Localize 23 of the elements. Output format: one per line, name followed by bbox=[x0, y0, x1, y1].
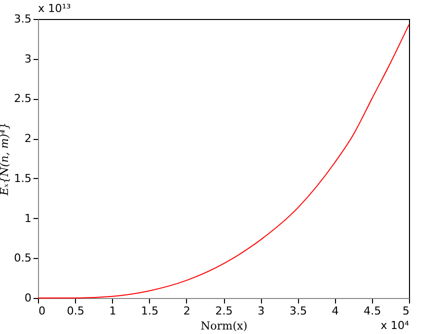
y-tick-label: 3 bbox=[24, 52, 32, 66]
y-axis-title: Eₓ{N(n, m)⁴} bbox=[0, 122, 12, 197]
y-tick-label: 1.5 bbox=[14, 172, 32, 185]
x-tick-label: 2 bbox=[183, 304, 190, 318]
y-tick-label: 1 bbox=[24, 212, 32, 225]
y-tick-label: 0 bbox=[24, 292, 32, 304]
x-tick-label: 0.5 bbox=[66, 304, 84, 318]
x-tick-label: 3 bbox=[258, 304, 265, 318]
x-tick-label: 0 bbox=[38, 304, 46, 318]
x-tick-label: 2.5 bbox=[215, 304, 233, 318]
x-tick-label: 4.5 bbox=[364, 304, 382, 318]
x-tick-label: 3.5 bbox=[289, 304, 307, 318]
x-axis-title: Norm(x) bbox=[200, 320, 248, 332]
text: x 10⁴ bbox=[380, 319, 410, 332]
y-tick-label: 3.5 bbox=[14, 12, 32, 26]
x-tick-label: 4 bbox=[332, 304, 339, 318]
x-tick-label: 1.5 bbox=[141, 304, 159, 318]
y-tick-label: 2.5 bbox=[14, 92, 32, 106]
x-tick-label: 1 bbox=[109, 304, 116, 318]
y-tick-label: 2 bbox=[24, 132, 32, 146]
text: x 10¹³ bbox=[38, 2, 71, 15]
x-tick-label: 5 bbox=[402, 304, 410, 318]
y-tick-label: 0.5 bbox=[14, 252, 32, 265]
